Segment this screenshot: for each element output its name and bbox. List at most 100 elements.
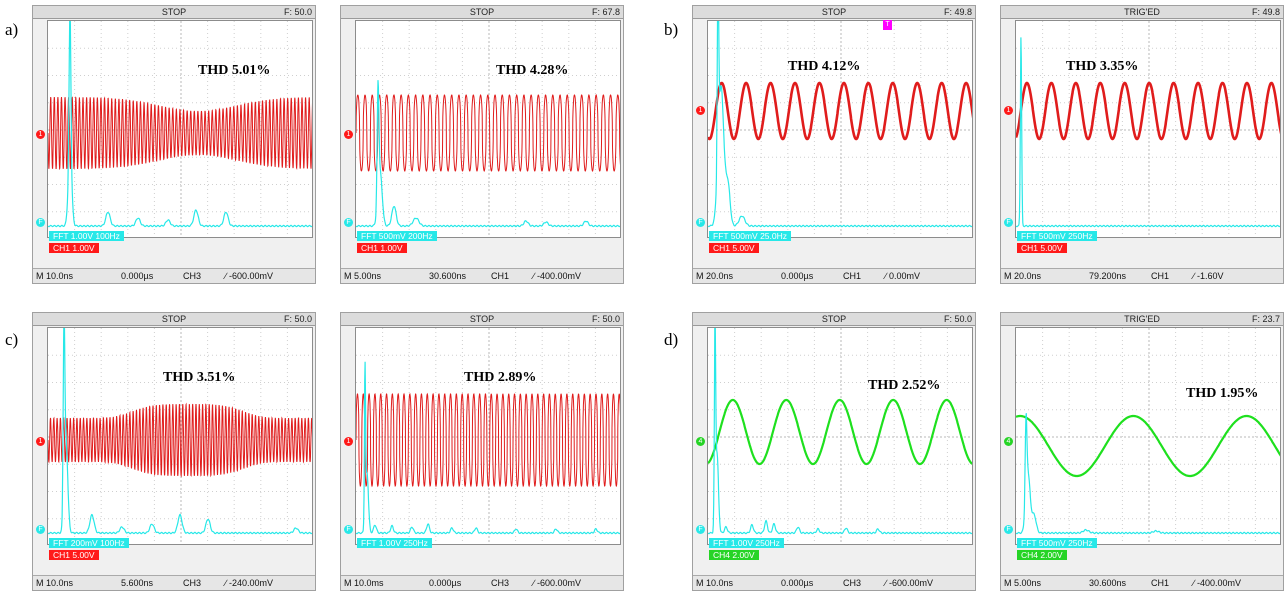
timebase-readout: M 10.0ns xyxy=(36,271,74,281)
waveform-plot xyxy=(48,21,312,237)
channel-marker-icon[interactable]: 4 xyxy=(1004,437,1013,446)
fft-settings-label: FFT 200mV 100Hz xyxy=(49,538,129,548)
oscilloscope-panel: TRIG'ED F: 49.8 THD 3.35% 1 F FFT 500mV 250Hz… xyxy=(1000,5,1284,284)
acquisition-status: STOP xyxy=(469,314,495,324)
trigger-level: ∕ -240.00mV xyxy=(225,578,274,588)
timebase-readout: M 5.00ns xyxy=(1004,578,1042,588)
fft-marker-icon[interactable]: F xyxy=(344,525,353,534)
position-readout: 79.200ns xyxy=(1089,271,1127,281)
acquisition-status: STOP xyxy=(469,7,495,17)
status-bar: TRIG'ED F: 23.7 xyxy=(1001,313,1283,326)
channel-settings-label: CH4 2.00V xyxy=(709,550,759,560)
waveform-plot xyxy=(1016,21,1280,237)
fft-settings-label: FFT 500mV 25.0Hz xyxy=(709,231,792,241)
fft-trace xyxy=(48,328,312,535)
fft-marker-icon[interactable]: F xyxy=(36,525,45,534)
trigger-source: CH1 xyxy=(1151,271,1170,281)
position-readout: 30.600ns xyxy=(1089,578,1127,588)
fft-marker-icon[interactable]: F xyxy=(344,218,353,227)
channel-marker-icon[interactable]: 1 xyxy=(696,106,705,115)
waveform-ch4 xyxy=(708,398,972,466)
waveform-plot xyxy=(708,328,972,544)
waveform-plot xyxy=(356,21,620,237)
fft-marker-icon[interactable]: F xyxy=(36,218,45,227)
timebase-bar: M 20.0ns 79.200ns CH1 ∕ -1.60V xyxy=(1001,268,1283,283)
graticule: THD 3.51% xyxy=(47,327,313,545)
oscilloscope-panel: TRIG'ED F: 23.7 THD 1.95% 4 F FFT 500mV 250Hz… xyxy=(1000,312,1284,591)
acquisition-status: STOP xyxy=(161,314,187,324)
timebase-readout: M 20.0ns xyxy=(696,271,734,281)
trigger-source: CH3 xyxy=(183,578,202,588)
waveform-plot xyxy=(708,21,972,237)
status-bar: STOP F: 49.8 xyxy=(693,6,975,19)
acquisition-status: TRIG'ED xyxy=(1124,7,1160,17)
waveform-ch1 xyxy=(356,94,620,172)
fft-settings-label: FFT 1.00V 250Hz xyxy=(709,538,784,548)
trigger-source: CH1 xyxy=(843,271,862,281)
graticule: THD 1.95% xyxy=(1015,327,1281,545)
frequency-readout: F: 50.0 xyxy=(943,314,972,324)
graticule: THD 2.89% xyxy=(355,327,621,545)
graticule: THD 2.52% xyxy=(707,327,973,545)
waveform-plot xyxy=(356,328,620,544)
timebase-bar: M 5.00ns 30.600ns CH1 ∕ -400.00mV xyxy=(341,268,623,283)
timebase-readout: M 20.0ns xyxy=(1004,271,1042,281)
timebase-readout: M 10.0ms xyxy=(344,578,384,588)
oscilloscope-panel: STOP F: 49.8 THD 4.12% 1 F T FFT 500mV 25.0Hz C… xyxy=(692,5,976,284)
channel-marker-icon[interactable]: 1 xyxy=(344,130,353,139)
status-bar: STOP F: 50.0 xyxy=(33,6,315,19)
thd-value: THD 1.95% xyxy=(1186,386,1259,401)
channel-marker-icon[interactable]: 4 xyxy=(696,437,705,446)
fft-marker-icon[interactable]: F xyxy=(696,525,705,534)
frequency-readout: F: 50.0 xyxy=(283,314,312,324)
waveform-plot xyxy=(1016,328,1280,544)
trigger-level: ∕ -600.00mV xyxy=(225,271,274,281)
timebase-bar: M 10.0ns 5.600ns CH3 ∕ -240.00mV xyxy=(33,575,315,590)
label-d: d) xyxy=(664,330,679,349)
thd-value: THD 3.35% xyxy=(1066,59,1139,74)
oscilloscope-panel: STOP F: 67.8 THD 4.28% 1 F FFT 500mV 200Hz CH1… xyxy=(340,5,624,284)
trigger-level: ∕ -600.00mV xyxy=(885,578,934,588)
acquisition-status: TRIG'ED xyxy=(1124,314,1160,324)
fft-marker-icon[interactable]: F xyxy=(1004,218,1013,227)
thd-value: THD 5.01% xyxy=(198,63,271,78)
acquisition-status: STOP xyxy=(821,314,847,324)
graticule: THD 3.35% xyxy=(1015,20,1281,238)
frequency-readout: F: 50.0 xyxy=(283,7,312,17)
fft-trace xyxy=(48,21,312,228)
waveform-ch1 xyxy=(1016,81,1280,141)
waveform-plot xyxy=(48,328,312,544)
timebase-readout: M 10.0ns xyxy=(696,578,734,588)
fft-trace xyxy=(1016,413,1280,535)
waveform-ch1 xyxy=(48,402,312,478)
trigger-position-icon[interactable]: T xyxy=(883,20,892,30)
oscilloscope-panel: STOP F: 50.0 THD 2.89% 1 F FFT 1.00V 250Hz M 1… xyxy=(340,312,624,591)
status-bar: TRIG'ED F: 49.8 xyxy=(1001,6,1283,19)
label-b: b) xyxy=(664,20,679,39)
frequency-readout: F: 67.8 xyxy=(591,7,620,17)
position-readout: 0.000µs xyxy=(121,271,154,281)
fft-marker-icon[interactable]: F xyxy=(696,218,705,227)
waveform-ch1 xyxy=(356,392,620,488)
graticule: THD 4.12% xyxy=(707,20,973,238)
trigger-level: ∕ -1.60V xyxy=(1193,271,1224,281)
channel-settings-label: CH1 5.00V xyxy=(49,550,99,560)
channel-marker-icon[interactable]: 1 xyxy=(1004,106,1013,115)
status-bar: STOP F: 50.0 xyxy=(341,313,623,326)
trigger-level: ∕ 0.00mV xyxy=(885,271,921,281)
waveform-ch1 xyxy=(48,96,312,171)
thd-value: THD 4.28% xyxy=(496,63,569,78)
position-readout: 0.000µs xyxy=(781,271,814,281)
channel-marker-icon[interactable]: 1 xyxy=(36,437,45,446)
oscilloscope-panel: STOP F: 50.0 THD 5.01% 1 F FFT 1.00V 100Hz CH1… xyxy=(32,5,316,284)
fft-settings-label: FFT 1.00V 100Hz xyxy=(49,231,124,241)
channel-marker-icon[interactable]: 1 xyxy=(344,437,353,446)
thd-value: THD 2.52% xyxy=(868,378,941,393)
fft-marker-icon[interactable]: F xyxy=(1004,525,1013,534)
position-readout: 0.000µs xyxy=(429,578,462,588)
thd-value: THD 3.51% xyxy=(163,370,236,385)
fft-trace xyxy=(708,21,972,228)
channel-settings-label: CH4 2.00V xyxy=(1017,550,1067,560)
channel-marker-icon[interactable]: 1 xyxy=(36,130,45,139)
trigger-source: CH1 xyxy=(1151,578,1170,588)
